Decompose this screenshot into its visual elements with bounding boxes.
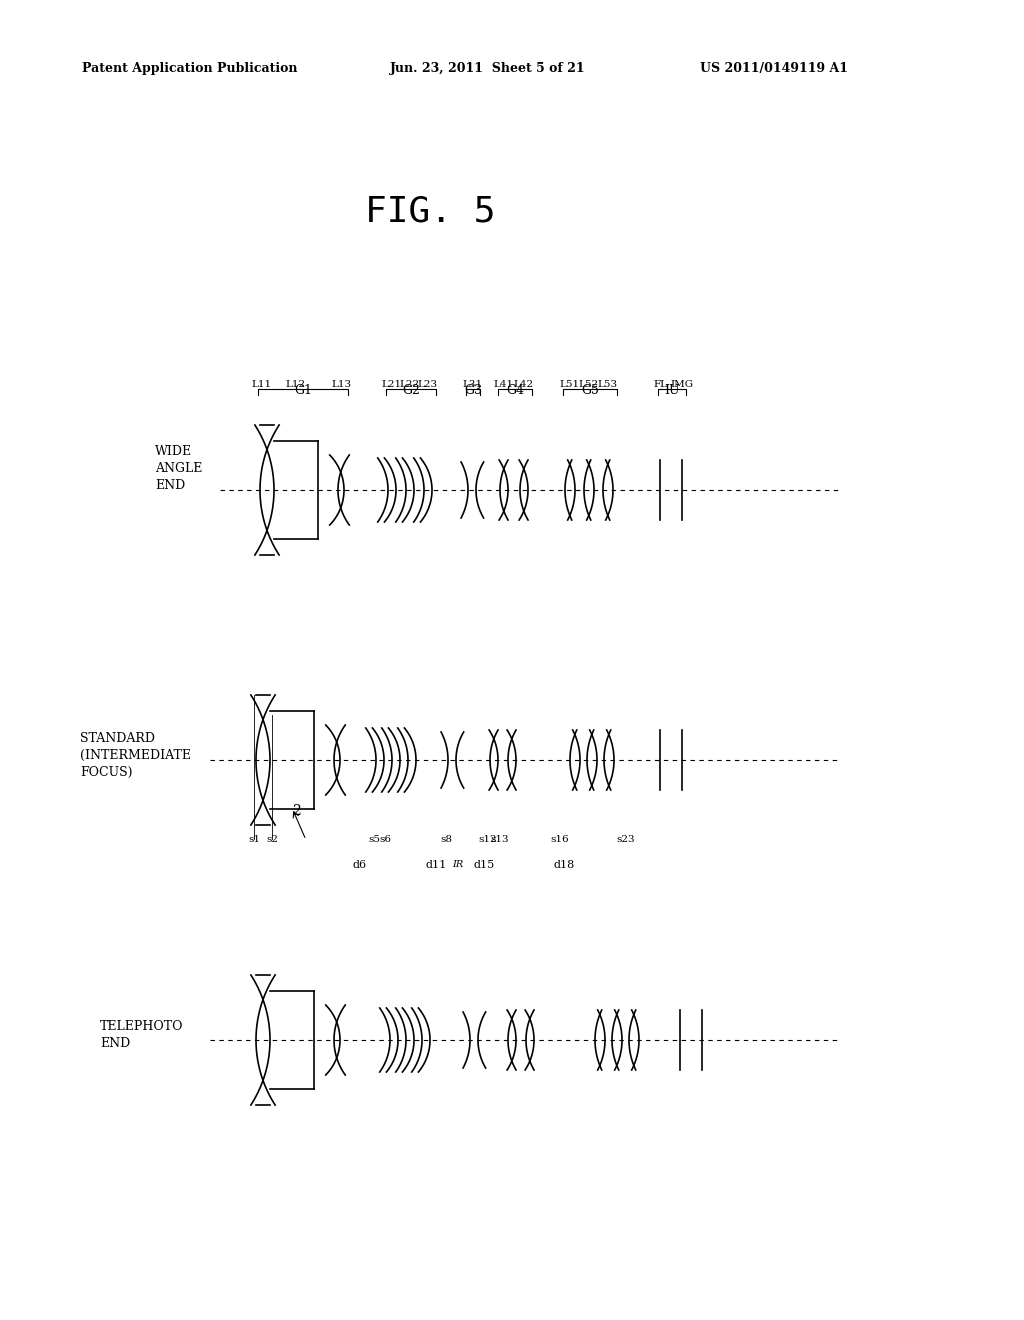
Text: s1: s1 <box>248 836 260 843</box>
Text: G1: G1 <box>294 384 312 397</box>
Text: L53: L53 <box>598 380 618 389</box>
Text: FL: FL <box>653 380 667 389</box>
Text: L41: L41 <box>494 380 514 389</box>
Text: s6: s6 <box>379 836 391 843</box>
Text: L12: L12 <box>286 380 306 389</box>
Text: s13: s13 <box>490 836 509 843</box>
Text: s2: s2 <box>266 836 278 843</box>
Text: d18: d18 <box>553 861 574 870</box>
Text: L31: L31 <box>463 380 483 389</box>
Text: s8: s8 <box>440 836 452 843</box>
Text: IU: IU <box>665 384 680 397</box>
Text: L22: L22 <box>400 380 420 389</box>
Text: G2: G2 <box>402 384 420 397</box>
Text: s16: s16 <box>551 836 569 843</box>
Text: L21: L21 <box>382 380 402 389</box>
Text: d11: d11 <box>425 861 446 870</box>
Text: L52: L52 <box>579 380 599 389</box>
Text: G5: G5 <box>581 384 599 397</box>
Text: STANDARD
(INTERMEDIATE
FOCUS): STANDARD (INTERMEDIATE FOCUS) <box>80 731 191 779</box>
Text: L23: L23 <box>418 380 438 389</box>
Text: US 2011/0149119 A1: US 2011/0149119 A1 <box>700 62 848 75</box>
Text: 2: 2 <box>292 804 301 818</box>
Text: Jun. 23, 2011  Sheet 5 of 21: Jun. 23, 2011 Sheet 5 of 21 <box>390 62 586 75</box>
Text: Patent Application Publication: Patent Application Publication <box>82 62 298 75</box>
Text: WIDE
ANGLE
END: WIDE ANGLE END <box>155 445 203 492</box>
Text: IR: IR <box>453 861 464 869</box>
Text: L51: L51 <box>560 380 580 389</box>
Text: d15: d15 <box>473 861 495 870</box>
Text: G4: G4 <box>506 384 524 397</box>
Text: L13: L13 <box>332 380 352 389</box>
Text: d6: d6 <box>353 861 367 870</box>
Text: G3: G3 <box>464 384 482 397</box>
Text: s5: s5 <box>368 836 380 843</box>
Text: L11: L11 <box>252 380 272 389</box>
Text: FIG. 5: FIG. 5 <box>365 195 496 228</box>
Text: L42: L42 <box>514 380 535 389</box>
Text: s23: s23 <box>616 836 635 843</box>
Text: IMG: IMG <box>671 380 693 389</box>
Text: TELEPHOTO
END: TELEPHOTO END <box>100 1020 183 1049</box>
Text: s12: s12 <box>478 836 498 843</box>
